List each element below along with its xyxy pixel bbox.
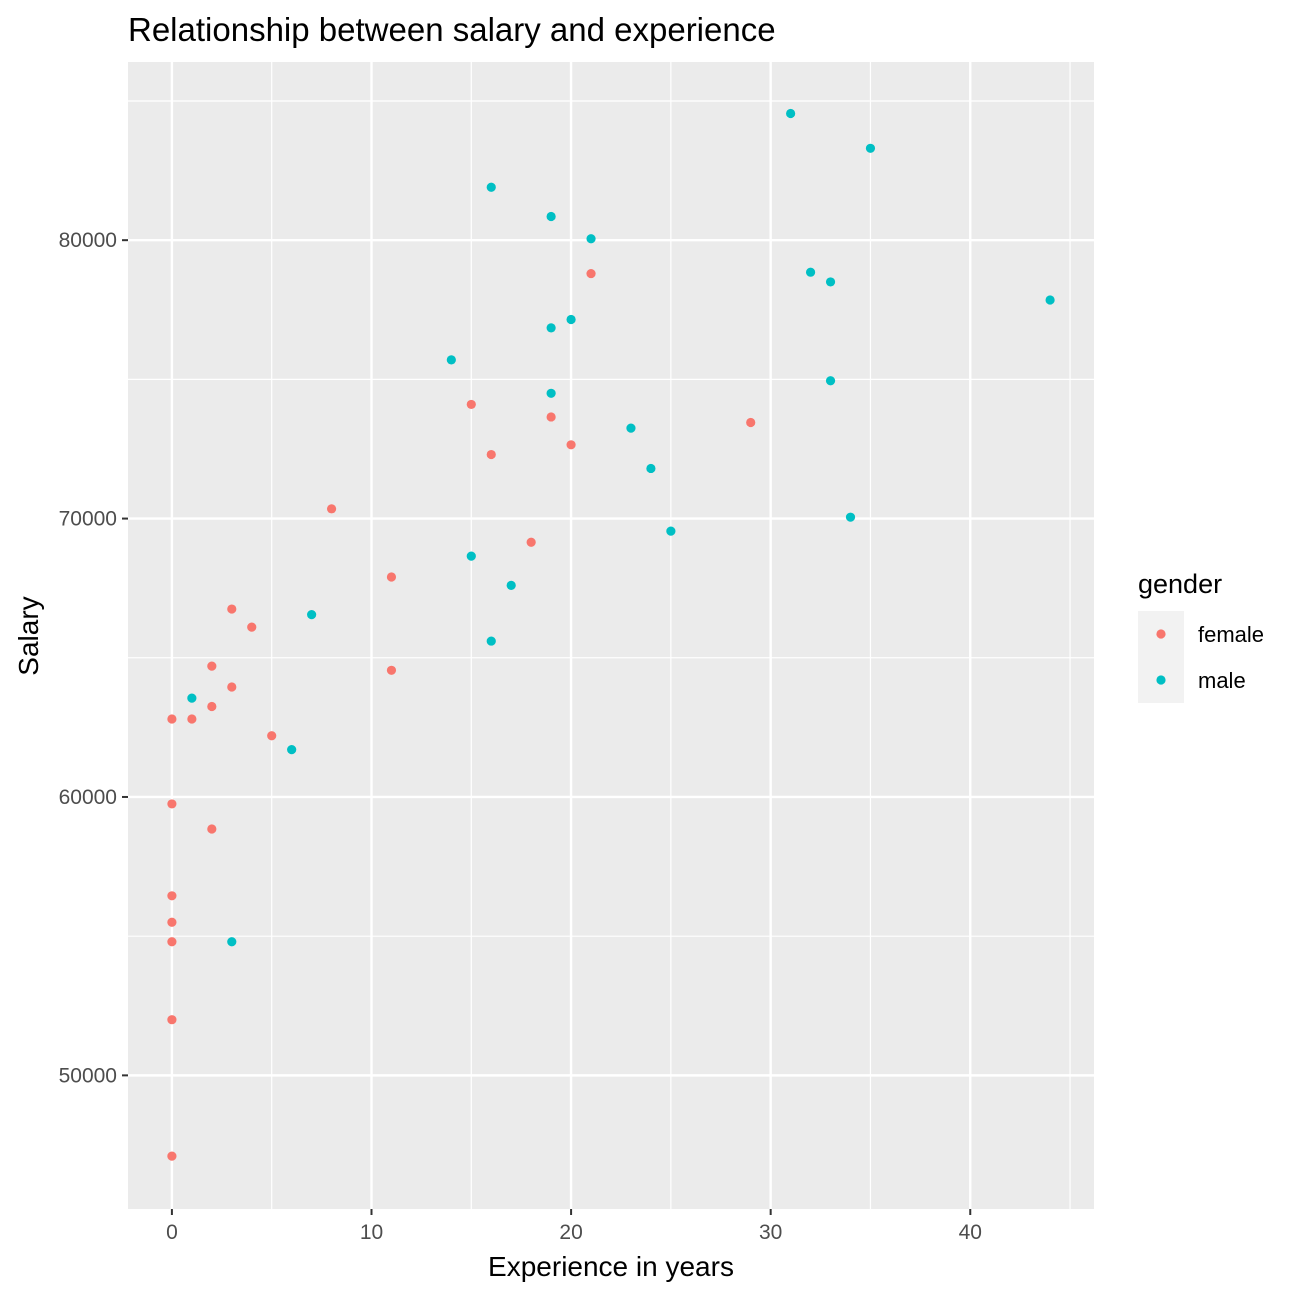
female-point [386,665,397,675]
female-point [546,412,556,422]
female-point [207,661,217,671]
male-point [287,745,297,755]
female-point [586,268,596,279]
female-point [247,622,257,632]
male-point [486,182,496,192]
male-point [566,314,576,325]
y-tick-label: 60000 [59,786,117,809]
male-point [486,636,496,646]
male-point [1045,295,1055,305]
x-tick-label: 10 [360,1221,383,1244]
y-axis: 50000 60000 70000 80000 [59,229,128,1087]
female-point [167,1015,177,1025]
male-point [646,463,656,474]
male-point [546,211,556,222]
legend-key-male [1156,675,1166,685]
female-point [207,701,217,712]
x-axis-title: Experience in years [488,1251,734,1282]
male-point [825,376,836,386]
minor-gridlines [128,62,1094,1209]
x-tick-label: 20 [559,1221,582,1244]
female-point [566,440,576,450]
male-point [546,323,556,333]
female-point [526,537,536,547]
male-point [786,108,796,119]
male-point [845,512,856,522]
male-point [825,277,836,287]
female-point [227,604,237,614]
x-tick-label: 0 [166,1221,178,1244]
female-point [187,714,197,724]
plot-panel [128,62,1094,1209]
data-points [167,108,1055,1161]
female-point [746,417,756,428]
legend-label-male: male [1198,668,1246,693]
legend: gender female male [1138,569,1264,703]
legend-title: gender [1138,569,1222,599]
legend-keys: female male [1138,611,1264,703]
male-point [307,610,317,620]
female-point [167,714,177,724]
female-point [167,799,177,809]
legend-label-female: female [1198,622,1264,647]
male-point [865,143,876,153]
male-point [805,267,816,277]
legend-key-female [1156,629,1166,639]
y-tick-label: 80000 [59,229,117,252]
female-point [207,824,217,834]
x-tick-label: 40 [959,1221,982,1244]
male-point [666,526,676,536]
female-point [167,917,177,927]
male-point [626,423,636,433]
y-tick-label: 70000 [59,508,117,531]
male-point [506,580,516,590]
female-point [227,682,237,692]
male-point [227,937,237,947]
female-point [167,937,177,947]
x-axis: 0 10 20 30 40 [166,1209,982,1244]
chart-title: Relationship between salary and experien… [128,11,776,48]
male-point [546,388,556,398]
male-point [466,551,476,561]
female-point [466,399,476,410]
x-tick-label: 30 [759,1221,782,1244]
female-point [167,891,177,901]
female-point [167,1151,177,1161]
male-point [586,234,596,244]
male-point [187,693,197,703]
female-point [267,731,277,741]
y-tick-label: 50000 [59,1064,117,1087]
male-point [446,355,456,365]
y-axis-title: Salary [13,596,44,675]
female-point [486,449,496,460]
female-point [386,572,397,582]
female-point [326,504,337,514]
